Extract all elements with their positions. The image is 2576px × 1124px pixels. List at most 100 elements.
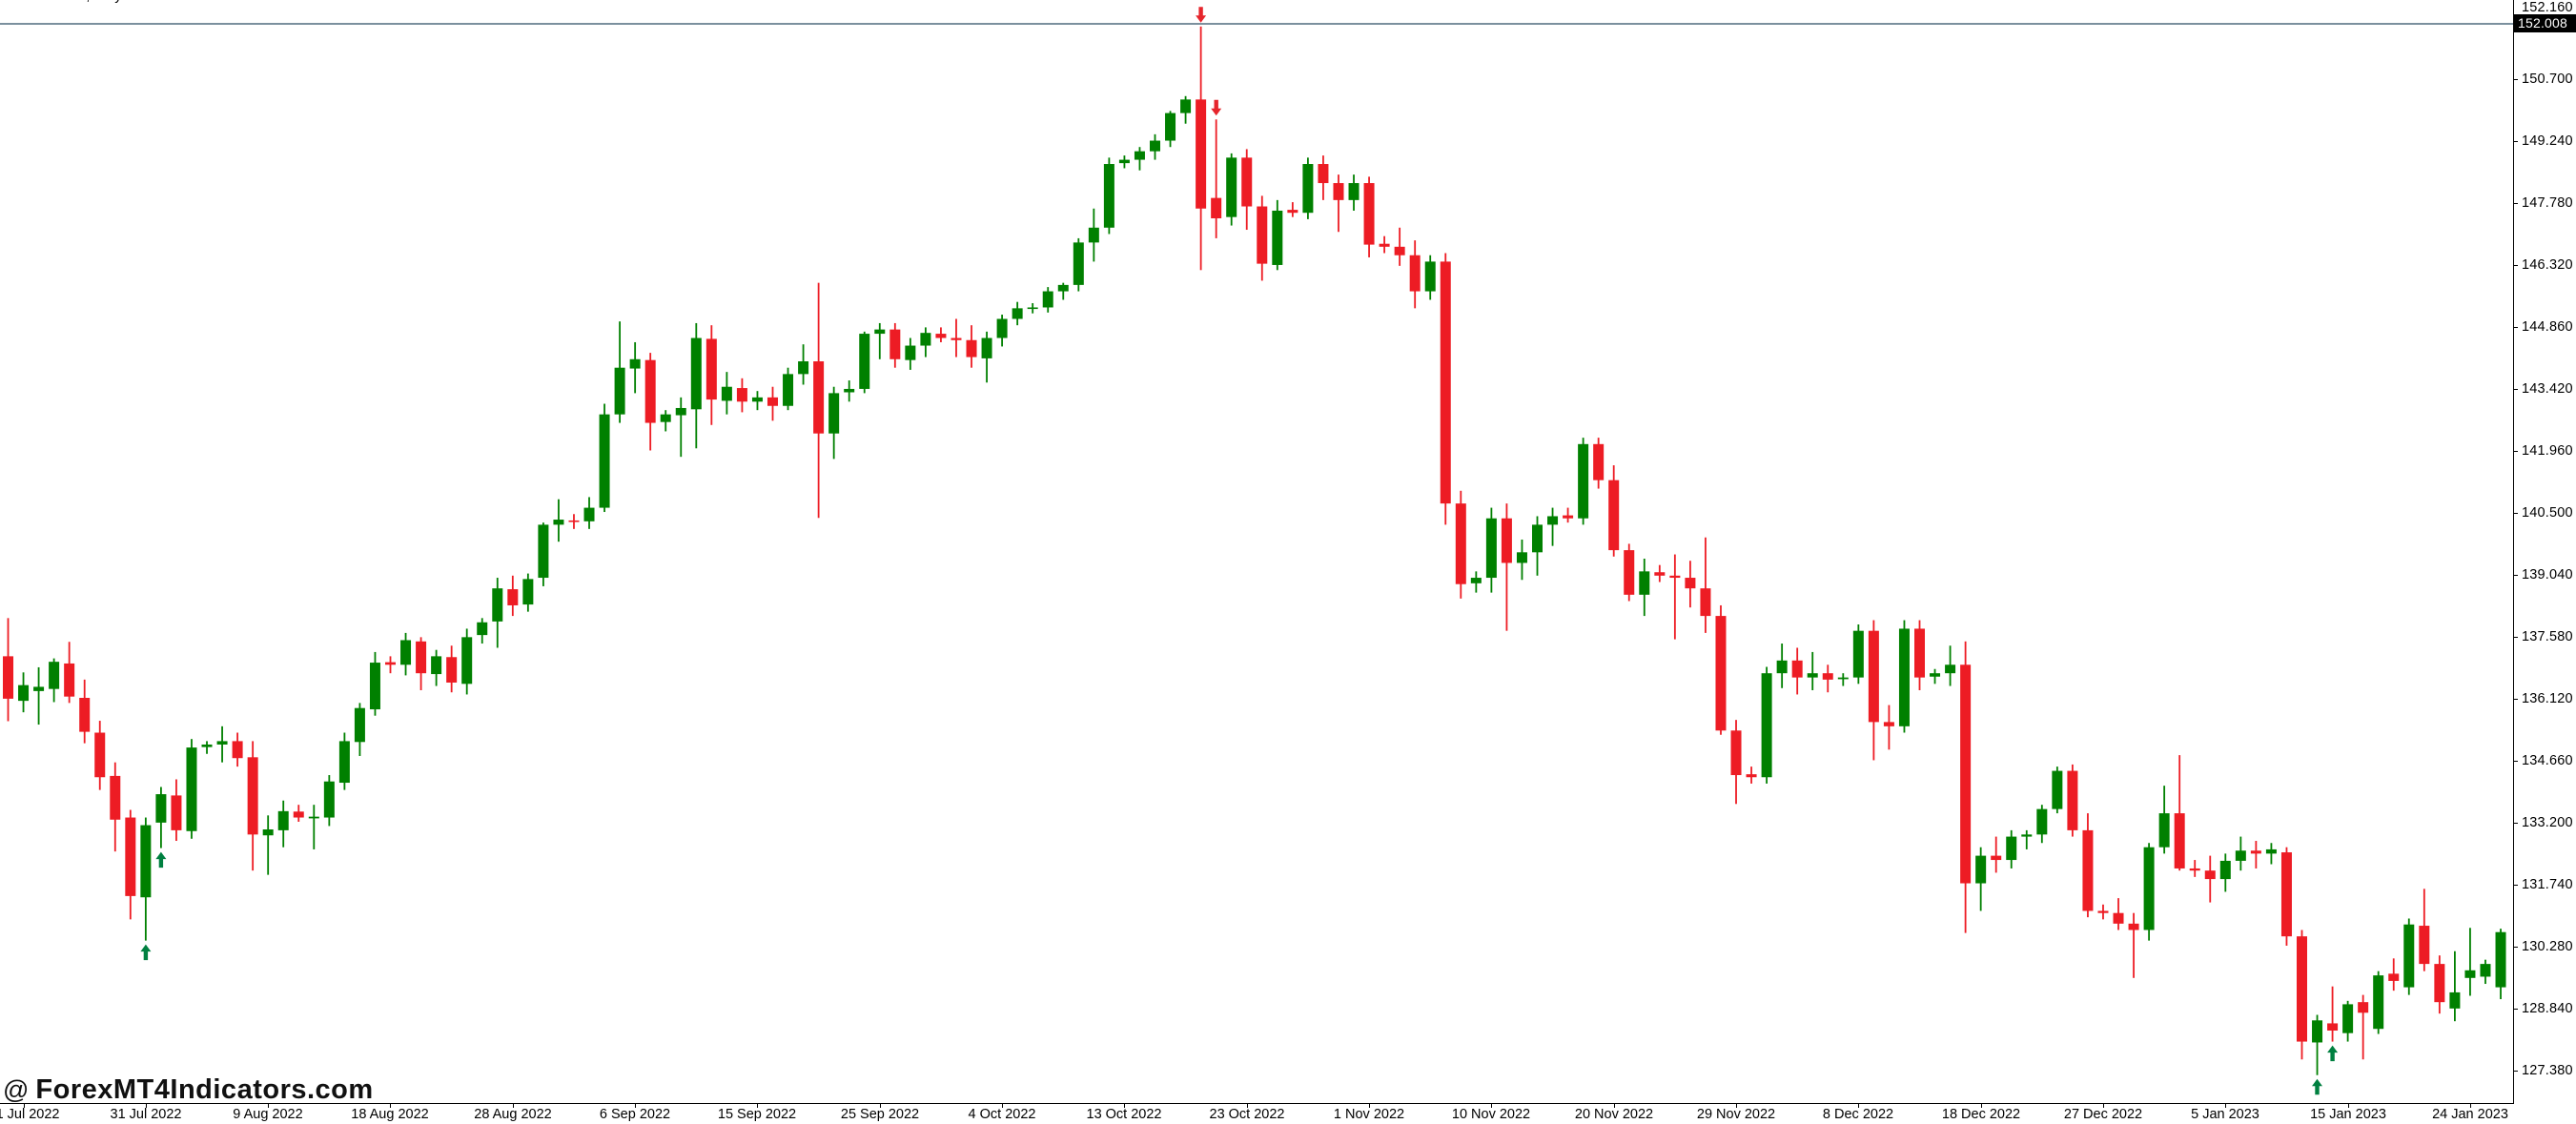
candle <box>1532 516 1543 576</box>
candle <box>2342 1000 2354 1042</box>
price-axis-tick <box>2513 203 2518 204</box>
candle <box>2052 766 2063 814</box>
candle <box>1700 537 1711 633</box>
current-price-line <box>0 23 2513 25</box>
price-axis-tick <box>2513 451 2518 452</box>
candle <box>1073 237 1084 292</box>
candle <box>2312 1014 2323 1075</box>
candle <box>1807 651 1818 690</box>
time-axis-label: 23 Oct 2022 <box>1209 1107 1285 1122</box>
candle <box>828 386 840 460</box>
candle <box>1685 561 1696 608</box>
candle <box>538 522 549 586</box>
price-axis-tick <box>2513 637 2518 638</box>
candle <box>2327 986 2339 1042</box>
time-axis-label: 25 Sep 2022 <box>840 1107 920 1122</box>
candle <box>1470 571 1482 593</box>
candle <box>1975 847 1987 911</box>
price-axis-label: 139.040 <box>2522 567 2573 582</box>
candle <box>2174 755 2185 871</box>
price-axis-label: 140.500 <box>2522 505 2573 521</box>
candle <box>1333 174 1344 233</box>
candle <box>2143 843 2155 941</box>
buy-arrow-icon <box>2312 1078 2322 1095</box>
price-axis[interactable]: 152.008 152.160 150.700 149.240 147.780 146.… <box>2513 0 2576 1124</box>
time-axis-tick <box>146 1103 147 1108</box>
time-axis-tick <box>635 1103 636 1108</box>
candle <box>1746 766 1757 784</box>
candle <box>2403 918 2415 995</box>
time-axis-tick <box>1858 1103 1859 1108</box>
candle <box>446 645 458 693</box>
price-axis-label: 128.840 <box>2522 1001 2573 1016</box>
candle <box>1302 157 1314 219</box>
time-axis-label: 10 Nov 2022 <box>1451 1107 1531 1122</box>
candle <box>675 397 686 458</box>
watermark-text: ForexMT4Indicators.com <box>35 1074 374 1105</box>
candle <box>736 378 747 413</box>
candle <box>400 632 412 676</box>
candle <box>813 282 825 519</box>
time-axis-label: 4 Oct 2022 <box>968 1107 1036 1122</box>
candle <box>1960 641 1972 933</box>
candle <box>1593 438 1605 489</box>
candle <box>629 341 641 394</box>
candle <box>2158 786 2170 854</box>
time-axis-tick <box>1124 1103 1125 1108</box>
price-axis-tick <box>2513 389 2518 390</box>
time-axis-tick <box>1491 1103 1492 1108</box>
candle <box>369 651 380 716</box>
price-axis-tick <box>2513 141 2518 142</box>
candle <box>1379 235 1390 254</box>
candle <box>308 805 319 849</box>
chart-title: USDJPY,Daily <box>31 0 122 4</box>
candle <box>935 327 947 342</box>
candle <box>599 403 610 513</box>
buy-arrow-icon <box>155 851 167 869</box>
time-axis-tick <box>1247 1103 1248 1108</box>
watermark: @ ForexMT4Indicators.com <box>3 1073 374 1106</box>
candle <box>1578 438 1589 525</box>
candle <box>1027 303 1038 314</box>
candle <box>951 318 962 358</box>
candle <box>2434 955 2445 1014</box>
candle <box>2113 898 2124 930</box>
candle <box>1715 604 1727 735</box>
price-axis-tick <box>2513 885 2518 886</box>
candle <box>1012 301 1023 326</box>
candle <box>2297 930 2307 1060</box>
candle <box>889 322 901 368</box>
candle <box>2082 813 2094 918</box>
candle <box>2097 904 2109 920</box>
candle <box>477 618 488 644</box>
candle <box>2219 853 2231 892</box>
candle <box>2495 929 2506 1000</box>
candle <box>1822 664 1833 693</box>
price-axis-tick <box>2513 947 2518 948</box>
candle <box>507 575 519 617</box>
candle <box>155 787 167 848</box>
candle <box>721 372 732 415</box>
time-axis-tick <box>2103 1103 2104 1108</box>
candle <box>338 732 350 790</box>
time-axis[interactable]: 21 Jul 2022 31 Jul 2022 9 Aug 2022 18 Aug 2… <box>0 1103 2514 1124</box>
price-axis-tick <box>2513 513 2518 514</box>
candle <box>767 386 778 421</box>
candle <box>186 739 197 839</box>
time-axis-label: 1 Nov 2022 <box>1333 1107 1405 1122</box>
candle <box>2067 764 2078 837</box>
candle <box>2265 843 2277 865</box>
candle <box>1042 287 1053 313</box>
candle <box>1241 149 1253 231</box>
time-axis-tick <box>1369 1103 1370 1108</box>
candle <box>262 815 274 875</box>
time-axis-tick <box>2225 1103 2226 1108</box>
candle <box>1394 227 1405 266</box>
candle <box>323 775 335 827</box>
candle <box>644 353 656 451</box>
time-axis-tick <box>757 1103 758 1108</box>
candle <box>1088 208 1099 262</box>
candle <box>798 344 809 385</box>
candle <box>1150 133 1160 160</box>
